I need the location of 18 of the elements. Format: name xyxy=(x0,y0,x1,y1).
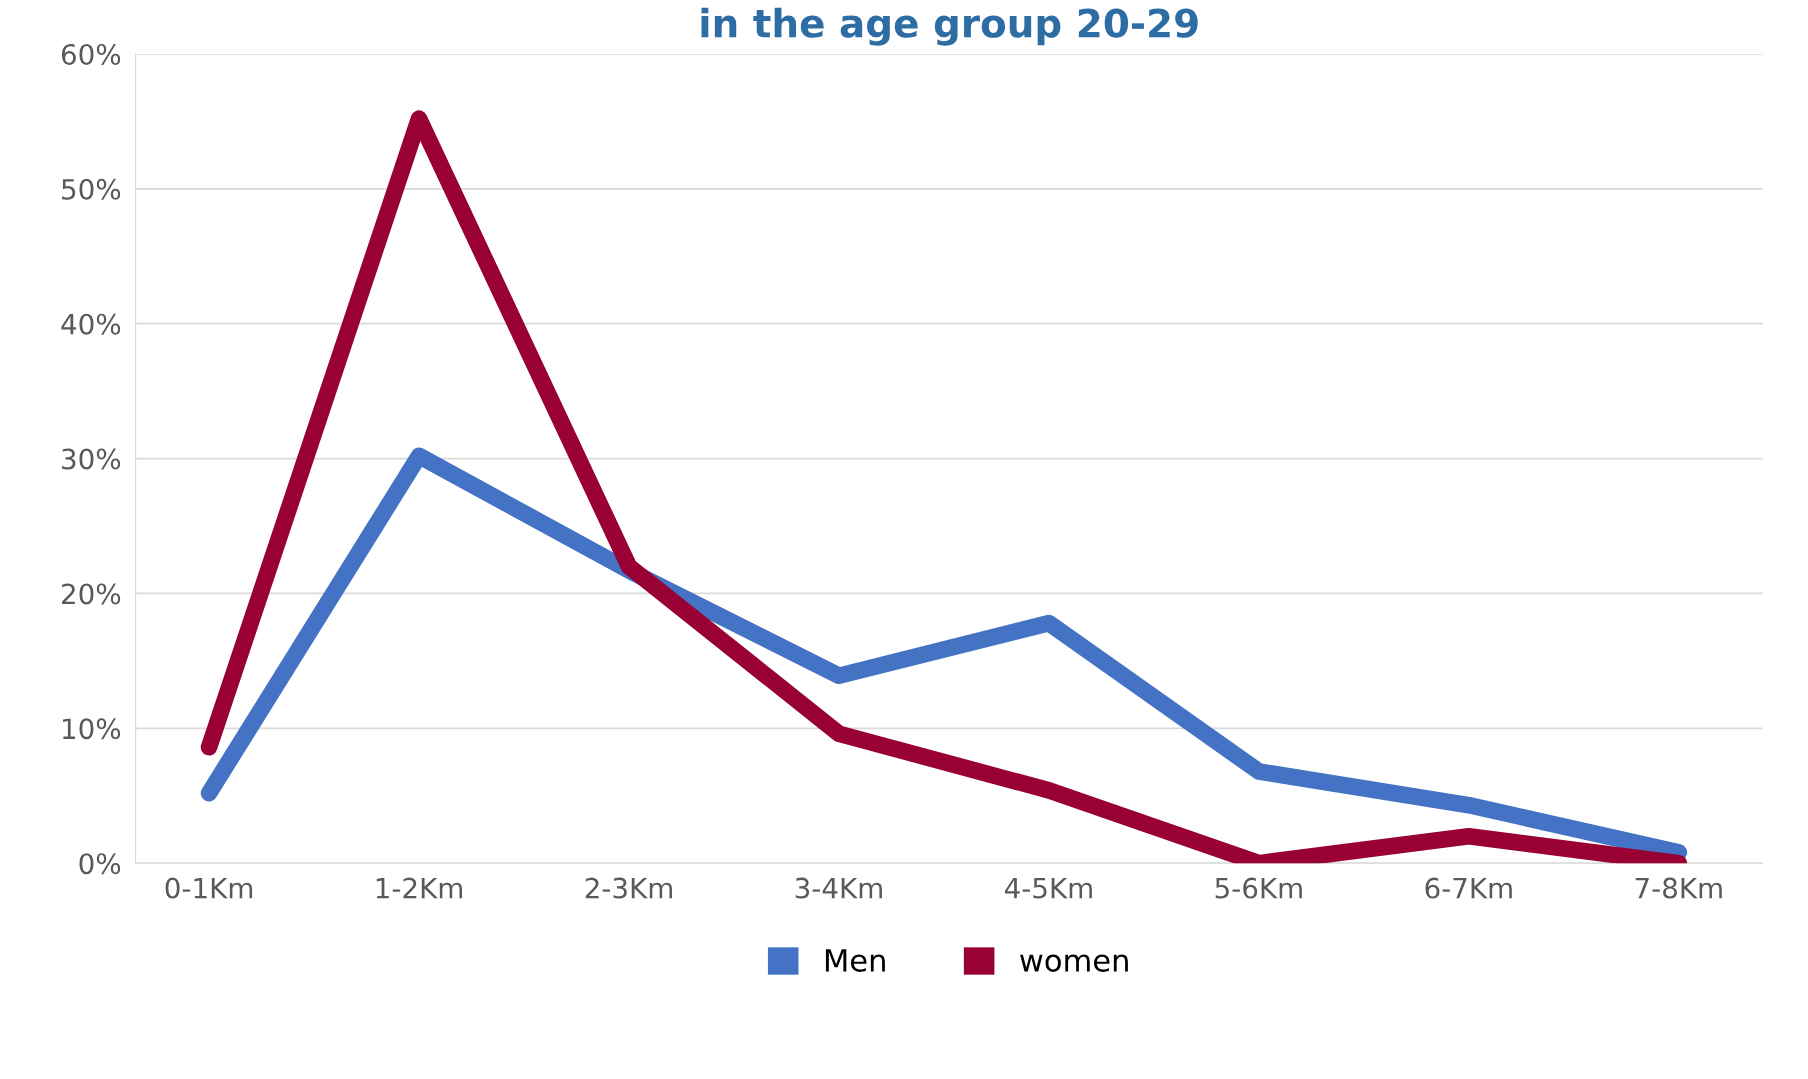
x-tick-label: 1-2Km xyxy=(376,877,463,899)
x-tick-label: 5-6Km xyxy=(1215,877,1302,899)
y-tick-label: 10% xyxy=(63,718,121,740)
y-tick-label: 60% xyxy=(61,43,121,65)
x-tick-label: 7-8Km xyxy=(1635,877,1722,899)
y-tick-label: 50% xyxy=(62,178,121,200)
x-tick-label: 6-7Km xyxy=(1425,877,1512,899)
y-tick-label: 40% xyxy=(61,313,121,335)
x-tick-label: 4-5Km xyxy=(1004,877,1092,899)
chart-title: in the age group 20-29 xyxy=(701,7,1198,46)
x-tick-label: 3-4Km xyxy=(795,877,882,899)
x-tick-label: 2-3Km xyxy=(585,877,672,899)
y-tick-label: 20% xyxy=(62,583,121,605)
legend-label: women xyxy=(1020,954,1128,972)
y-tick-label: 0% xyxy=(79,853,121,875)
legend-label: Men xyxy=(825,949,885,972)
x-tick-label: 0-1Km xyxy=(165,877,253,899)
y-tick-label: 30% xyxy=(62,448,121,470)
